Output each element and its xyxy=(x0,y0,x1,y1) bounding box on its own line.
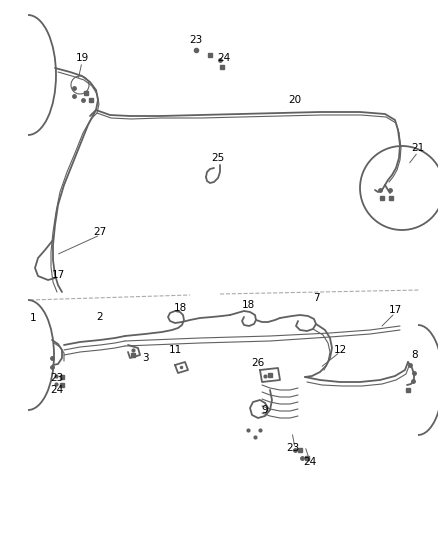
Text: 25: 25 xyxy=(212,153,225,163)
Text: 17: 17 xyxy=(51,270,65,280)
Text: 17: 17 xyxy=(389,305,402,315)
Text: 23: 23 xyxy=(50,373,64,383)
Text: 18: 18 xyxy=(241,300,254,310)
Text: 23: 23 xyxy=(189,35,203,45)
Text: 19: 19 xyxy=(75,53,88,63)
Text: 7: 7 xyxy=(313,293,319,303)
Text: 27: 27 xyxy=(93,227,106,237)
Text: 8: 8 xyxy=(412,350,418,360)
Text: 18: 18 xyxy=(173,303,187,313)
Text: 21: 21 xyxy=(411,143,424,153)
Text: 9: 9 xyxy=(261,405,268,415)
Text: 12: 12 xyxy=(333,345,346,355)
Text: 20: 20 xyxy=(289,95,301,105)
Text: 1: 1 xyxy=(30,313,36,323)
Text: 3: 3 xyxy=(141,353,148,363)
Text: 2: 2 xyxy=(97,312,103,322)
Text: 24: 24 xyxy=(304,457,317,467)
Text: 11: 11 xyxy=(168,345,182,355)
Text: 24: 24 xyxy=(217,53,231,63)
Text: 26: 26 xyxy=(251,358,265,368)
Text: 24: 24 xyxy=(50,385,64,395)
Text: 23: 23 xyxy=(286,443,300,453)
